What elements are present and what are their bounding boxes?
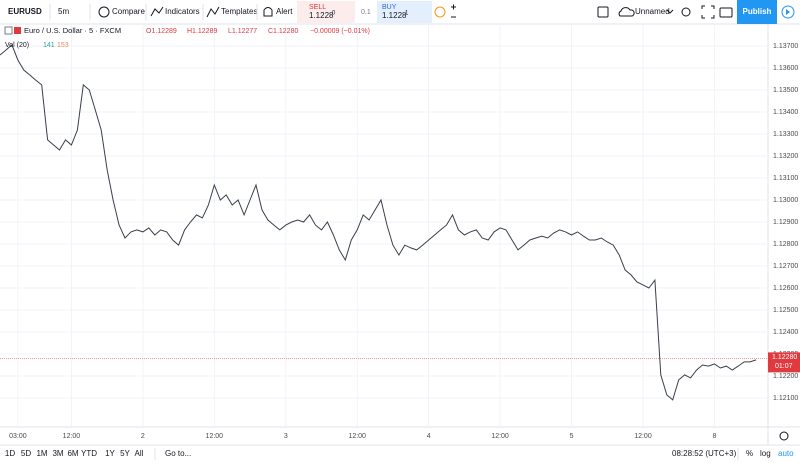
auto-toggle[interactable]: auto — [778, 449, 794, 458]
y-tick-label: 1.12600 — [773, 285, 798, 292]
open: O1.12289 — [146, 28, 177, 35]
spread: 0.1 — [361, 9, 371, 16]
x-tick-label: 4 — [427, 433, 431, 440]
x-tick-label: 12:00 — [63, 433, 81, 440]
percent-toggle[interactable]: % — [746, 449, 753, 458]
y-tick-label: 1.13700 — [773, 43, 798, 50]
fullscreen-icon[interactable] — [701, 5, 715, 19]
y-tick-label: 1.13600 — [773, 65, 798, 72]
x-tick-label: 12:00 — [491, 433, 509, 440]
buy-price: 1.1228 — [382, 11, 407, 20]
y-tick-label: 1.13300 — [773, 131, 798, 138]
range-button[interactable]: 1Y — [105, 449, 115, 458]
sell-sup: 0 — [332, 11, 336, 17]
y-tick-label: 1.13200 — [773, 153, 798, 160]
x-tick-label: 12:00 — [348, 433, 366, 440]
axis-settings[interactable] — [779, 431, 789, 441]
y-tick-label: 1.12400 — [773, 329, 798, 336]
y-tick-label: 1.13400 — [773, 109, 798, 116]
x-tick-label: 5 — [570, 433, 574, 440]
buy-label: BUY — [382, 4, 397, 11]
range-button[interactable]: YTD — [81, 449, 97, 458]
range-bar: 1D 5D 1M 3M 6M YTD 1Y 5Y All — [5, 449, 144, 458]
sell-box[interactable] — [297, 1, 355, 23]
high: H1.12289 — [187, 28, 217, 35]
price-badge-label: 1.12280 — [772, 354, 797, 361]
symbol[interactable]: EURUSD — [8, 7, 42, 16]
symbol-title: Euro / U.S. Dollar · 5 · FXCM — [24, 26, 121, 35]
alert-icon — [263, 7, 273, 17]
cloud-icon — [618, 7, 635, 17]
layout-caret[interactable] — [666, 9, 674, 14]
range-button[interactable]: All — [135, 449, 144, 458]
compare-button[interactable]: Compare — [112, 7, 145, 16]
interval[interactable]: 5m — [58, 7, 69, 16]
close: C1.12280 — [268, 28, 298, 35]
low: L1.12277 — [228, 28, 257, 35]
select-icon[interactable] — [597, 6, 609, 18]
publish-label: Publish — [743, 7, 772, 16]
buy-box[interactable] — [377, 1, 432, 23]
sell-label: SELL — [309, 4, 326, 11]
y-tick-label: 1.12500 — [773, 307, 798, 314]
collapse-icon[interactable] — [4, 26, 13, 35]
replay-icon[interactable] — [781, 5, 795, 19]
range-button[interactable]: 5D — [21, 449, 31, 458]
plus-minus[interactable] — [451, 4, 456, 18]
info-icon[interactable] — [434, 6, 446, 18]
range-button[interactable]: 1D — [5, 449, 15, 458]
snapshot-icon[interactable] — [719, 7, 733, 18]
x-tick-label: 12:00 — [634, 433, 652, 440]
x-tick-label: 3 — [284, 433, 288, 440]
range-button[interactable]: 6M — [67, 449, 78, 458]
x-tick-label: 03:00 — [9, 433, 27, 440]
y-tick-label: 1.12100 — [773, 395, 798, 402]
range-button[interactable]: 3M — [52, 449, 63, 458]
y-tick-label: 1.12800 — [773, 241, 798, 248]
y-tick-label: 1.13100 — [773, 175, 798, 182]
clock: 08:28:52 (UTC+3) — [672, 449, 737, 458]
flag-icon — [14, 27, 21, 34]
indicators-icon — [150, 6, 164, 17]
range-button[interactable]: 1M — [36, 449, 47, 458]
y-tick-label: 1.12900 — [773, 219, 798, 226]
plot-area — [0, 24, 768, 427]
buy-sup: 1 — [405, 11, 409, 17]
countdown: 01:07 — [775, 363, 793, 370]
indicators-button[interactable]: Indicators — [165, 7, 200, 16]
log-toggle[interactable]: log — [760, 449, 771, 458]
y-tick-label: 1.13000 — [773, 197, 798, 204]
templates-button[interactable]: Templates — [221, 7, 257, 16]
x-tick-label: 8 — [712, 433, 716, 440]
price-badge — [768, 352, 800, 373]
change: −0.00009 (−0.01%) — [310, 28, 370, 35]
publish-button[interactable] — [737, 0, 777, 24]
templates-icon — [206, 6, 220, 18]
volume-label: Vol (20) — [5, 42, 29, 49]
y-tick-label: 1.12700 — [773, 263, 798, 270]
sell-price: 1.1228 — [309, 11, 334, 20]
alert-button[interactable]: Alert — [276, 7, 293, 16]
y-tick-label: 1.13500 — [773, 87, 798, 94]
y-tick-label: 1.12200 — [773, 373, 798, 380]
goto[interactable]: Go to... — [165, 449, 191, 458]
x-tick-label: 2 — [141, 433, 145, 440]
volume-b: 153 — [57, 42, 69, 49]
layout-name[interactable]: Unnamed — [635, 7, 670, 16]
range-button[interactable]: 5Y — [120, 449, 130, 458]
price-line-series — [0, 44, 757, 401]
x-tick-label: 12:00 — [206, 433, 224, 440]
settings-icon[interactable] — [681, 7, 691, 17]
volume-a: 141 — [43, 42, 55, 49]
compare-icon — [98, 6, 110, 18]
